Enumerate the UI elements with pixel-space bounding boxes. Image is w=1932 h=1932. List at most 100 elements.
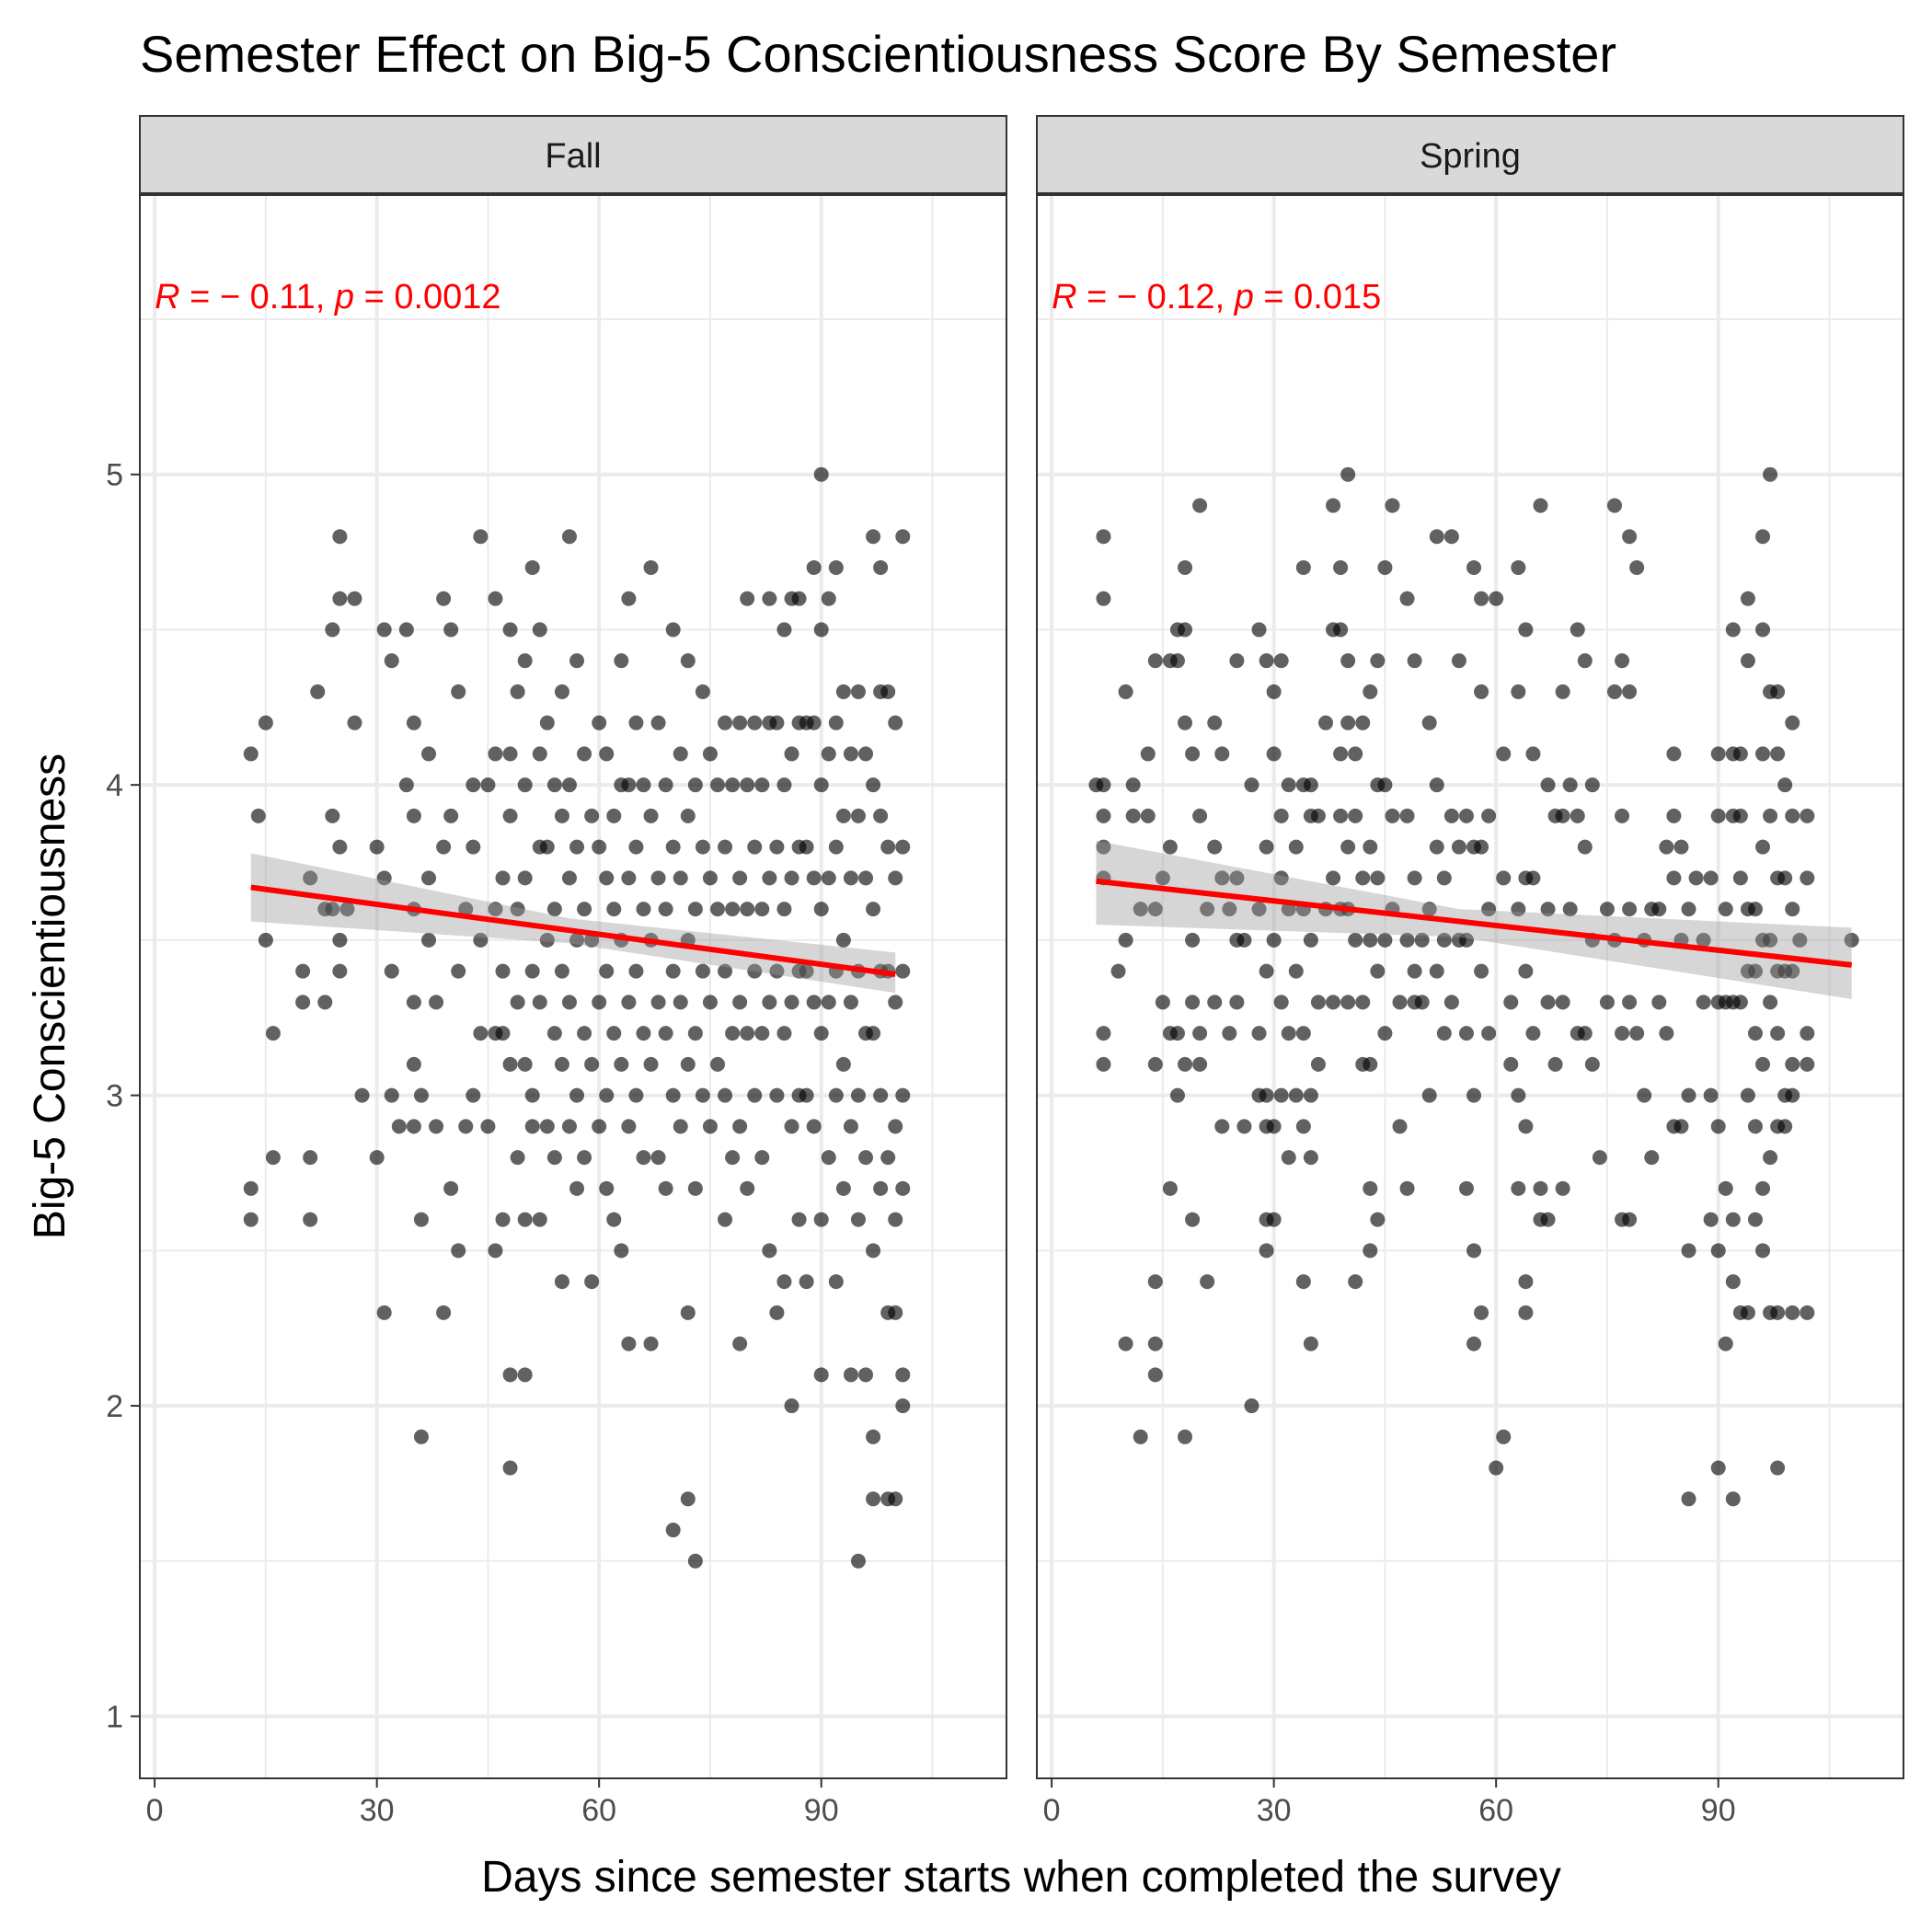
data-point: [835, 1180, 851, 1196]
data-point: [1777, 1119, 1793, 1134]
p-value: 0.0012: [394, 278, 500, 316]
data-point: [1525, 746, 1541, 762]
data-point: [702, 1119, 718, 1134]
data-point: [873, 1087, 889, 1103]
data-point: [1763, 808, 1778, 823]
data-point: [873, 1180, 889, 1196]
data-point: [754, 1026, 770, 1041]
data-point: [866, 529, 881, 545]
data-point: [1169, 653, 1185, 669]
data-point: [1466, 1336, 1482, 1351]
data-point: [1785, 1087, 1800, 1103]
y-axis-title: Big-5 Conscientiousness: [26, 753, 75, 1239]
data-point: [1533, 498, 1548, 513]
data-point: [732, 995, 748, 1010]
data-point: [687, 1026, 703, 1041]
data-point: [1147, 1274, 1163, 1290]
data-point: [762, 995, 777, 1010]
data-point: [1725, 1212, 1741, 1227]
data-point: [1451, 653, 1466, 669]
data-point: [332, 529, 348, 545]
data-point: [1355, 870, 1371, 886]
data-point: [1763, 1150, 1778, 1166]
data-point: [517, 870, 533, 886]
data-point: [517, 1212, 533, 1227]
data-point: [621, 995, 637, 1010]
data-point: [303, 1150, 318, 1166]
data-point: [1295, 1026, 1311, 1041]
data-point: [265, 1026, 281, 1041]
data-point: [1259, 1087, 1274, 1103]
data-point: [1326, 870, 1341, 886]
data-point: [828, 559, 844, 575]
data-point: [1281, 777, 1296, 793]
facet-strip: [1036, 115, 1904, 194]
data-point: [1755, 1180, 1771, 1196]
data-point: [680, 1491, 696, 1507]
data-point: [873, 559, 889, 575]
data-point: [584, 1274, 600, 1290]
data-point: [658, 1026, 673, 1041]
data-point: [1777, 870, 1793, 886]
data-point: [1363, 839, 1378, 855]
data-point: [1763, 932, 1778, 948]
panel-border: [1036, 194, 1904, 1779]
correlation-annotation: R = − 0.11, p = 0.0012: [155, 278, 500, 316]
data-point: [398, 622, 414, 638]
data-point: [524, 963, 540, 979]
data-point: [510, 995, 525, 1010]
data-point: [1458, 808, 1474, 823]
data-point: [866, 1026, 881, 1041]
data-point: [517, 653, 533, 669]
data-point: [732, 870, 748, 886]
data-point: [843, 1119, 858, 1134]
data-point: [658, 777, 673, 793]
data-point: [710, 1056, 725, 1072]
data-point: [643, 1056, 659, 1072]
data-point: [384, 1087, 399, 1103]
data-point: [569, 653, 585, 669]
data-point: [725, 777, 741, 793]
data-point: [1348, 932, 1363, 948]
data-point: [1458, 1180, 1474, 1196]
data-point: [1703, 870, 1719, 886]
data-point: [740, 591, 755, 606]
data-point: [1755, 529, 1771, 545]
data-point: [835, 932, 851, 948]
data-point: [747, 1087, 763, 1103]
data-point: [502, 622, 518, 638]
x-tick-label: 0: [146, 1793, 164, 1828]
data-point: [1207, 715, 1223, 730]
data-point: [1340, 839, 1356, 855]
data-point: [1503, 1056, 1519, 1072]
data-point: [1185, 746, 1201, 762]
data-point: [1414, 932, 1430, 948]
data-point: [1725, 1274, 1741, 1290]
data-point: [850, 808, 866, 823]
data-point: [1489, 1460, 1504, 1476]
data-point: [1340, 995, 1356, 1010]
data-point: [1511, 1087, 1526, 1103]
data-point: [1443, 808, 1459, 823]
data-point: [1518, 622, 1534, 638]
data-point: [1169, 1087, 1185, 1103]
data-point: [680, 1305, 696, 1320]
data-point: [1310, 995, 1326, 1010]
data-point: [1747, 1212, 1763, 1227]
data-point: [695, 684, 710, 699]
data-point: [1785, 808, 1800, 823]
data-point: [1295, 559, 1311, 575]
data-point: [1489, 591, 1504, 606]
data-point: [1185, 995, 1201, 1010]
data-point: [369, 839, 385, 855]
data-point: [1755, 622, 1771, 638]
data-point: [1659, 1026, 1674, 1041]
regression-line: [1096, 878, 1852, 968]
data-point: [828, 715, 844, 730]
data-point: [888, 1305, 903, 1320]
data-point: [1800, 1305, 1815, 1320]
data-point: [658, 902, 673, 917]
data-point: [436, 839, 452, 855]
data-point: [606, 808, 622, 823]
p-label: p: [1234, 278, 1254, 316]
